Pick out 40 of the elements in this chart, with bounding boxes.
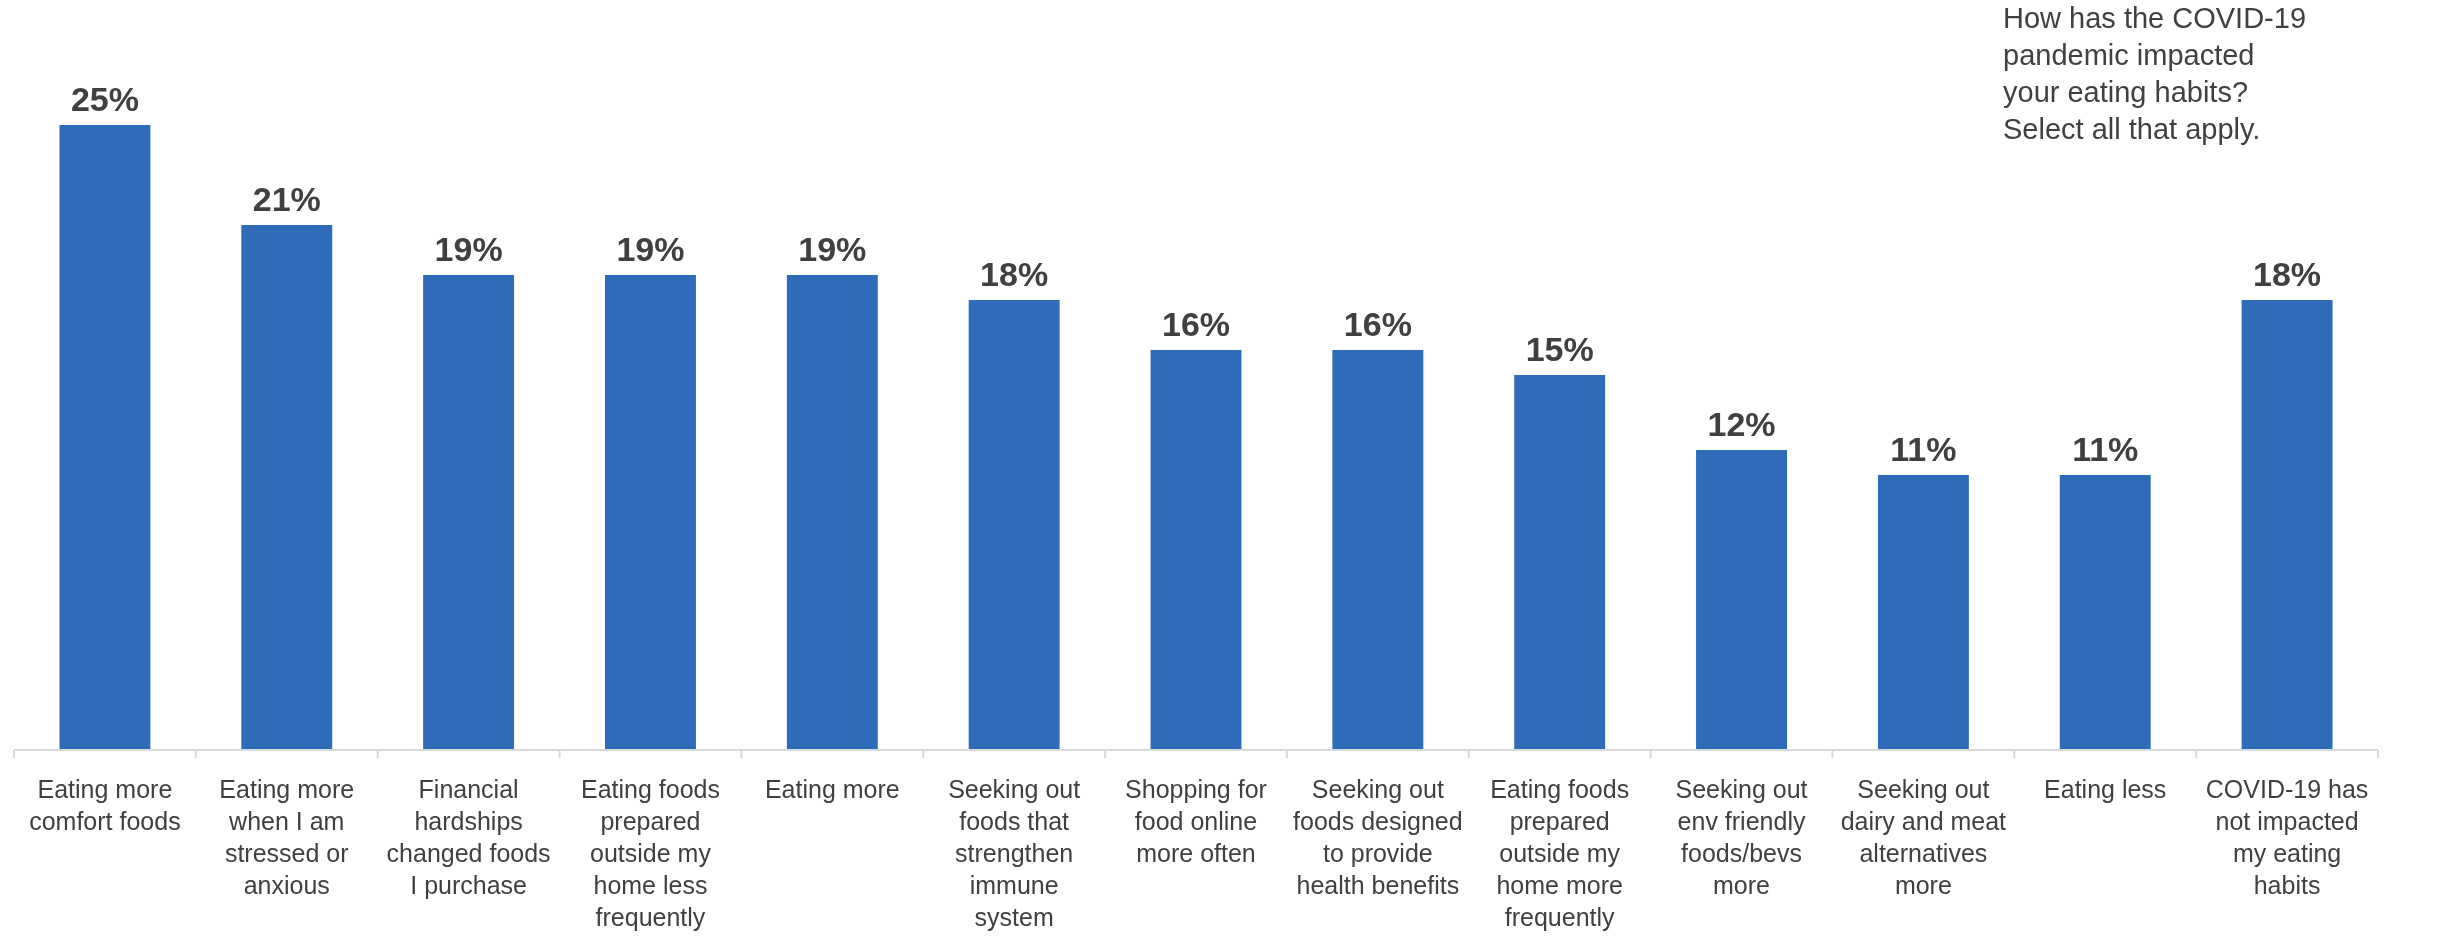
data-label: 19% (434, 230, 503, 268)
bar (423, 275, 515, 750)
bar (1514, 375, 1606, 750)
bar (605, 275, 696, 750)
x-tick-label: Financial hardships changed foods I purchase (386, 775, 551, 899)
data-label: 25% (70, 80, 139, 118)
bar (1877, 475, 1969, 750)
data-label: 11% (1890, 430, 1957, 468)
data-label: 16% (1343, 305, 1412, 343)
bar (59, 125, 151, 750)
bar (786, 275, 878, 750)
x-tick-label: Eating more comfort foods (29, 775, 181, 835)
data-label: 18% (980, 255, 1049, 293)
data-label: 15% (1525, 330, 1594, 368)
x-tick-label: Eating more when I am stressed or anxious (219, 775, 355, 899)
bar (241, 225, 333, 750)
bar (1332, 350, 1424, 750)
bar (1696, 450, 1787, 750)
data-label: 19% (616, 230, 685, 268)
x-tick-label: Eating less (2044, 775, 2167, 803)
bar (2059, 475, 2151, 750)
x-tick-label: Seeking out env friendly foods/bevs more (1675, 775, 1808, 899)
x-tick-label: COVID-19 has not impacted my eating habits (2205, 775, 2369, 899)
x-tick-label: Seeking out foods designed to provide health benefits (1293, 775, 1463, 899)
x-tick-label: Shopping for food online more often (1125, 775, 1267, 867)
chart-title: How has the COVID-19 pandemic impacted your eating habits? Select all that apply. (2003, 2, 2307, 145)
data-label: 19% (798, 230, 867, 268)
bar (2241, 300, 2333, 750)
x-tick-label: Eating foods prepared outside my home more frequently (1490, 775, 1630, 931)
data-label: 18% (2253, 255, 2322, 293)
bar (1150, 350, 1242, 750)
x-tick-label: Eating foods prepared outside my home less frequently (580, 775, 720, 931)
bar (968, 300, 1060, 750)
data-label: 11% (2072, 430, 2139, 468)
data-label: 12% (1707, 405, 1776, 443)
x-tick-label: Seeking out dairy and meat alternatives more (1840, 775, 2007, 899)
x-tick-label: Seeking out foods that strengthen immune system (948, 775, 1081, 931)
data-label: 21% (252, 180, 321, 218)
x-tick-label: Eating more (764, 775, 900, 803)
data-label: 16% (1161, 305, 1231, 343)
